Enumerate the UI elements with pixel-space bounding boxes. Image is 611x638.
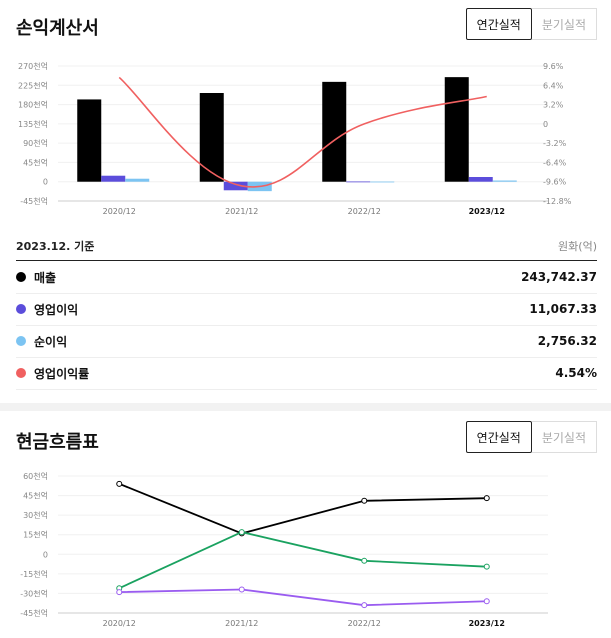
bar xyxy=(223,181,248,191)
data-point xyxy=(361,557,368,564)
metric-name: 영업이익률 xyxy=(34,366,90,381)
income-tabs: 연간실적 분기실적 xyxy=(465,8,597,40)
revenue-legend-dot xyxy=(16,272,26,282)
cashflow-annual-tab[interactable]: 연간실적 xyxy=(465,421,532,453)
bar xyxy=(125,178,150,182)
series-line xyxy=(119,588,487,607)
metric-row-operating-profit: 영업이익 11,067.33 xyxy=(16,293,597,326)
series-line xyxy=(118,531,487,590)
bar xyxy=(199,93,224,182)
data-point xyxy=(361,497,368,504)
y-tick-label: 0 xyxy=(43,178,48,187)
y-tick-label: -30천억 xyxy=(20,588,48,598)
data-point xyxy=(238,529,245,536)
basis-date: 2023.12. 기준 xyxy=(16,240,95,253)
y2-tick-label: -6.4% xyxy=(543,158,567,167)
series-line xyxy=(118,482,487,535)
data-point xyxy=(483,563,490,570)
x-tick-label: 2022/12 xyxy=(348,207,381,216)
section-divider xyxy=(0,403,611,411)
metric-name: 영업이익 xyxy=(34,302,79,317)
y2-tick-label: -9.6% xyxy=(543,178,567,187)
x-tick-label: 2021/12 xyxy=(225,207,258,216)
metric-value: 4.54% xyxy=(555,366,597,380)
cashflow-tabs: 연간실적 분기실적 xyxy=(465,421,597,453)
metric-value: 243,742.37 xyxy=(521,270,597,284)
income-title: 손익계산서 xyxy=(16,18,99,39)
currency-unit: 원화(억) xyxy=(558,240,597,253)
income-chart: 270천억 9.6% 225천억 6.4% 180천억 3.2% 135천억 0 90천억 -3.… xyxy=(18,61,572,216)
bar xyxy=(346,181,371,183)
y-tick-label: 90천억 xyxy=(23,138,48,148)
cashflow-chart: 60천억 45천억 30천억 15천억 0 -15천억 -30천억 -45천억 2020/12 2… xyxy=(20,471,548,628)
metric-row-operating-margin: 영업이익률 4.54% xyxy=(16,357,597,390)
y2-tick-label: -3.2% xyxy=(543,139,567,148)
x-tick-label: 2020/12 xyxy=(103,207,136,216)
y-tick-label: 180천억 xyxy=(18,100,48,110)
y2-tick-label: 3.2% xyxy=(543,101,564,110)
y2-tick-label: -12.8% xyxy=(543,197,572,206)
cashflow-title: 현금흐름표 xyxy=(16,432,99,453)
y-tick-label: 30천억 xyxy=(23,510,48,520)
x-tick-label: 2023/12 xyxy=(469,207,505,216)
metric-row-net-income: 순이익 2,756.32 xyxy=(16,325,597,358)
x-tick-label: 2021/12 xyxy=(225,619,258,628)
bar xyxy=(101,175,126,182)
metric-name: 매출 xyxy=(34,270,57,285)
y-tick-label: -15천억 xyxy=(20,569,48,579)
y-tick-label: 135천억 xyxy=(18,119,48,129)
data-point xyxy=(483,598,490,605)
operating-profit-legend-dot xyxy=(16,304,26,314)
y-tick-label: 0 xyxy=(43,550,48,559)
y-tick-label: 15천억 xyxy=(23,530,48,540)
y2-tick-label: 9.6% xyxy=(543,62,564,71)
y-tick-label: -45천억 xyxy=(20,196,48,206)
y-tick-label: 225천억 xyxy=(18,80,48,90)
metric-value: 2,756.32 xyxy=(537,334,597,348)
income-quarterly-tab[interactable]: 분기실적 xyxy=(531,8,597,40)
bar xyxy=(370,181,395,183)
y-tick-label: 270천억 xyxy=(18,61,48,71)
margin-line xyxy=(118,76,487,188)
y-tick-label: -45천억 xyxy=(20,608,48,618)
y2-tick-label: 6.4% xyxy=(543,81,564,90)
bar xyxy=(444,77,469,182)
operating-margin-legend-dot xyxy=(16,368,26,378)
y-tick-label: 60천억 xyxy=(23,471,48,481)
bar xyxy=(468,177,493,182)
y2-tick-label: 0 xyxy=(543,120,548,129)
y-tick-label: 45천억 xyxy=(23,157,48,167)
data-point xyxy=(116,589,123,596)
data-point xyxy=(483,495,490,502)
metric-value: 11,067.33 xyxy=(529,302,597,316)
bar xyxy=(77,99,102,182)
bar xyxy=(492,180,517,182)
data-point xyxy=(116,480,123,487)
x-tick-label: 2022/12 xyxy=(348,619,381,628)
data-point xyxy=(238,586,245,593)
x-tick-label: 2020/12 xyxy=(103,619,136,628)
basis-row: 2023.12. 기준 원화(억) xyxy=(16,232,597,261)
net-income-legend-dot xyxy=(16,336,26,346)
metric-row-revenue: 매출 243,742.37 xyxy=(16,261,597,294)
bar xyxy=(322,81,347,182)
cashflow-quarterly-tab[interactable]: 분기실적 xyxy=(531,421,597,453)
metric-name: 순이익 xyxy=(34,334,68,349)
x-tick-label: 2023/12 xyxy=(469,619,505,628)
data-point xyxy=(361,602,368,609)
income-annual-tab[interactable]: 연간실적 xyxy=(465,8,532,40)
y-tick-label: 45천억 xyxy=(23,491,48,501)
